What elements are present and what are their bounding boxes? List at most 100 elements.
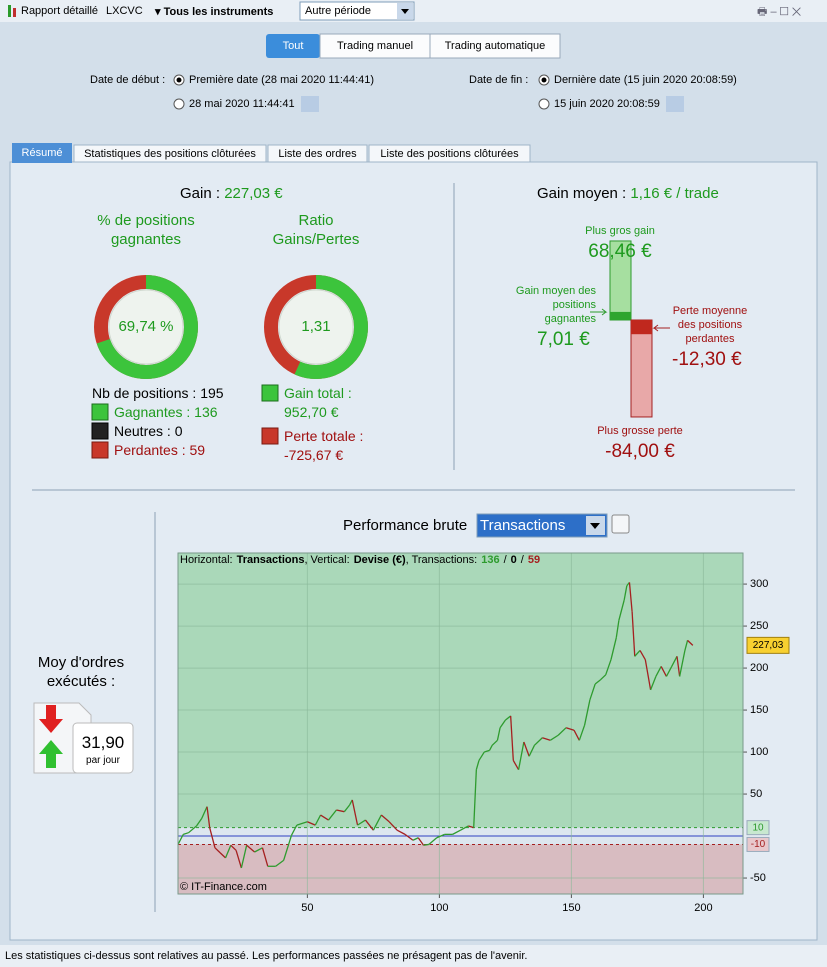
max-loss: -84,00 € — [605, 441, 675, 462]
mode-button[interactable]: Tout — [282, 40, 304, 52]
start-first[interactable]: Première date (28 mai 2020 11:44:41) — [189, 74, 375, 86]
line-segment — [488, 745, 493, 751]
max-loss-label: Plus grosse perte — [597, 425, 683, 437]
line-segment — [528, 745, 536, 757]
selector-value[interactable]: Transactions — [480, 517, 566, 534]
losing: Perdantes : 59 — [114, 442, 205, 458]
down-arrow — [39, 705, 63, 733]
end-date[interactable]: 15 juin 2020 20:08:59 — [554, 98, 660, 110]
line-segment — [452, 829, 461, 835]
band-label-bg — [746, 836, 770, 852]
segment-active[interactable] — [266, 34, 320, 58]
copyright: © IT-Finance.com — [180, 881, 267, 893]
x-tick-label: 150 — [562, 902, 580, 914]
settings-button[interactable] — [611, 514, 630, 534]
line-segment — [610, 637, 617, 660]
instruments[interactable]: ▾ Tous les instruments — [155, 6, 274, 18]
line-segment — [631, 611, 636, 657]
line-segment — [594, 679, 601, 685]
avg-loss-bar — [631, 320, 652, 335]
y-tick-label: 250 — [750, 620, 768, 632]
x-tick-label: 50 — [301, 902, 313, 914]
radio[interactable] — [173, 98, 185, 110]
calendar-icon[interactable] — [301, 96, 319, 112]
line-segment — [605, 659, 612, 676]
line-segment — [599, 674, 607, 681]
line-segment — [224, 845, 232, 859]
y-tick-label: 100 — [750, 746, 768, 758]
orders-box — [72, 722, 134, 774]
line-segment — [327, 809, 337, 821]
mode-button[interactable]: Trading manuel — [336, 40, 414, 52]
neutral: Neutres : 0 — [114, 423, 183, 439]
chart-title: Performance brute — [343, 517, 468, 534]
tab[interactable] — [73, 144, 267, 163]
radio[interactable] — [538, 98, 550, 110]
account[interactable]: LXCVC — [106, 5, 143, 17]
header-part: , Vertical: — [304, 554, 349, 566]
winning-value: 136 — [194, 404, 218, 420]
max-gain-label: Plus gros gain — [585, 225, 655, 237]
window-controls[interactable]: 🖶 – ☐ ✕ — [757, 6, 802, 18]
neutral-label: Neutres : — [114, 423, 171, 439]
footer-bg — [0, 945, 827, 967]
legend-swatch — [261, 384, 279, 402]
band-label-bg — [746, 820, 770, 836]
line-segment — [660, 666, 668, 677]
win-rate-title: % de positions gagnantes — [97, 212, 195, 248]
neutral-value: 0 — [174, 423, 183, 439]
y-tick-label: 300 — [750, 578, 768, 590]
end-last[interactable]: Dernière date (15 juin 2020 20:08:59) — [554, 74, 737, 86]
line-segment — [206, 806, 211, 828]
losing-label: Perdantes : — [114, 442, 186, 458]
line-segment — [678, 650, 686, 677]
y-tick-label: 200 — [750, 662, 768, 674]
tab[interactable] — [267, 144, 368, 163]
legend-swatch — [261, 427, 279, 445]
header-part: / — [504, 554, 508, 566]
line-segment — [307, 821, 316, 826]
line-segment — [195, 818, 203, 827]
orders-value: 31,90 — [81, 733, 125, 752]
period[interactable]: Autre période — [305, 5, 372, 17]
line-segment — [634, 649, 641, 657]
line-segment — [478, 751, 485, 761]
report-label[interactable]: Rapport détaillé — [21, 5, 99, 17]
tab-label[interactable]: Résumé — [21, 147, 63, 159]
tab-label[interactable]: Liste des ordres — [278, 148, 357, 160]
line-segment — [209, 827, 216, 848]
mode-button[interactable]: Trading automatique — [444, 40, 546, 52]
tab-label[interactable]: Statistiques des positions clôturées — [84, 148, 256, 160]
plot-bg-down — [178, 844, 743, 894]
line-segment — [684, 640, 689, 651]
pointer — [652, 324, 670, 332]
selector[interactable] — [476, 513, 608, 538]
total-loss-label: Perte totale : — [284, 428, 364, 444]
segment[interactable] — [429, 33, 561, 59]
pointer — [590, 308, 608, 316]
calendar-icon[interactable] — [666, 96, 684, 112]
tab[interactable] — [368, 144, 531, 163]
line-segment — [512, 760, 520, 771]
donut-win — [264, 275, 368, 379]
band-label: 10 — [752, 822, 764, 833]
start-date[interactable]: 28 mai 2020 11:44:41 — [189, 98, 295, 110]
icon — [8, 5, 11, 17]
line-segment — [282, 835, 293, 861]
max-loss-bar — [630, 319, 653, 418]
period-select[interactable] — [299, 1, 415, 21]
line-segment — [275, 859, 284, 867]
line-segment — [364, 819, 374, 831]
win-rate-value: 69,74 % — [118, 318, 174, 335]
line-segment — [235, 850, 242, 869]
line-segment — [230, 844, 237, 851]
line-segment — [533, 737, 543, 746]
line-segment — [499, 719, 506, 729]
line-segment — [557, 727, 567, 736]
line-segment — [417, 837, 425, 846]
tab-label[interactable]: Liste des positions clôturées — [380, 148, 519, 160]
average-label: Gain moyen : — [537, 185, 627, 202]
line-segment — [320, 814, 329, 821]
tab-active[interactable] — [12, 143, 72, 163]
